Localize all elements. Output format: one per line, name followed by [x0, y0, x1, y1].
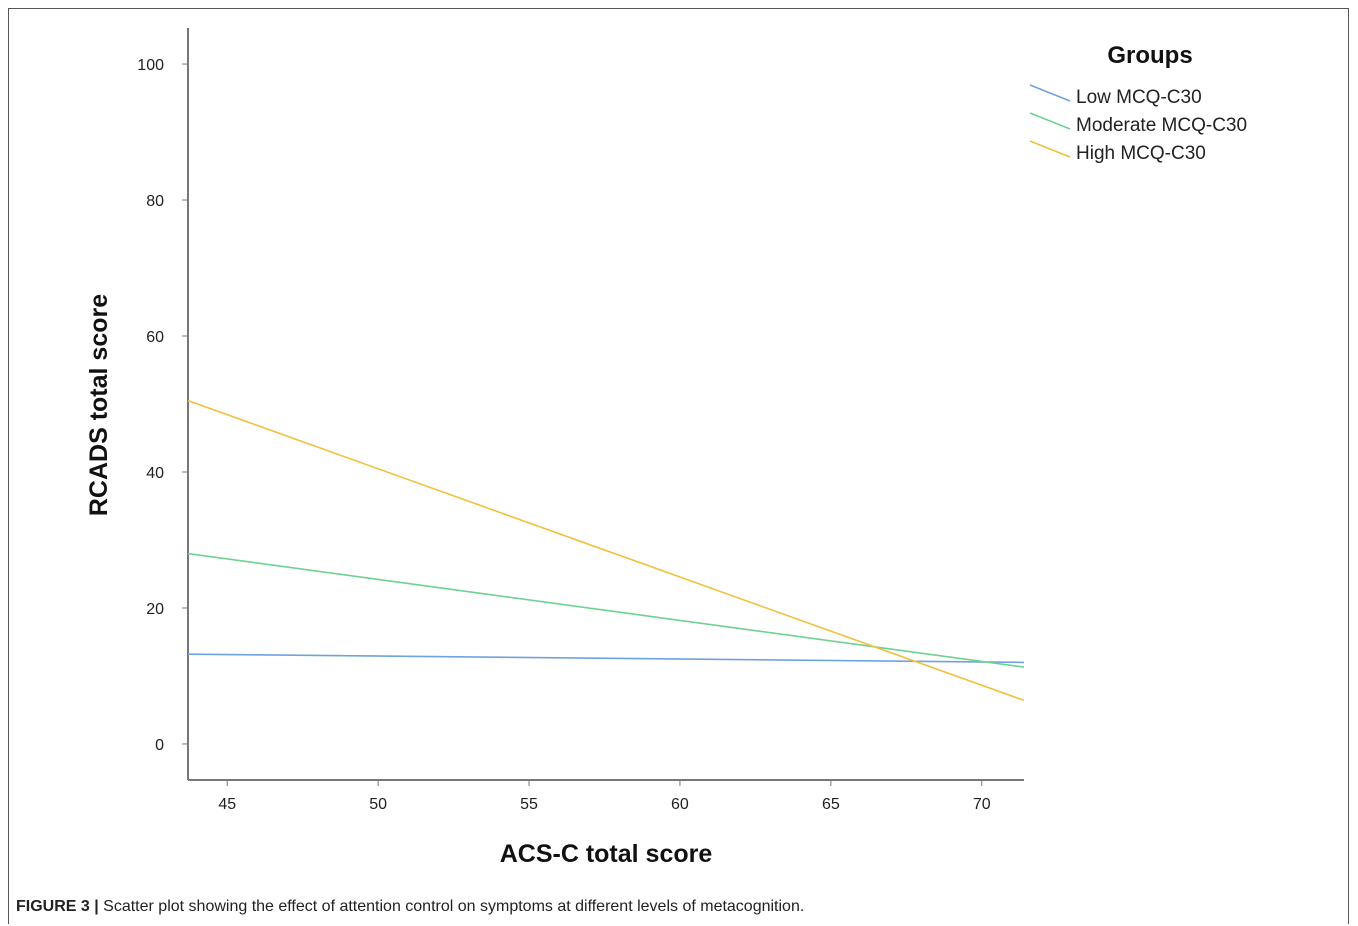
y-tick-label: 60 — [146, 329, 164, 346]
legend-label: Low MCQ-C30 — [1076, 87, 1202, 108]
legend-swatch — [1029, 112, 1071, 130]
x-tick-label: 60 — [671, 796, 689, 813]
legend-swatch — [1029, 140, 1071, 158]
series-line — [187, 399, 1025, 702]
x-tick-label: 55 — [520, 796, 538, 813]
legend-label: Moderate MCQ-C30 — [1076, 115, 1247, 136]
y-tick-label: 40 — [146, 465, 164, 482]
axes: 45 50 55 60 65 70 0 20 40 60 80 100 — [137, 28, 1024, 813]
y-tick-label: 0 — [155, 737, 164, 754]
y-axis-label: RCADS total score — [85, 294, 113, 516]
series-line — [187, 552, 1025, 668]
chart: 45 50 55 60 65 70 0 20 40 60 80 100 Groups Low MCQ-… — [85, 28, 1247, 868]
legend-title: Groups — [1107, 42, 1192, 69]
figure-frame — [8, 8, 1349, 924]
x-axis-label: ACS-C total score — [500, 840, 713, 868]
caption-label: FIGURE 3 | — [16, 898, 99, 915]
y-tick-label: 20 — [146, 601, 164, 618]
y-tick-label: 80 — [146, 193, 164, 210]
legend-label: High MCQ-C30 — [1076, 143, 1206, 164]
x-tick-label: 45 — [218, 796, 236, 813]
legend-swatch — [1029, 84, 1071, 102]
x-tick-label: 65 — [822, 796, 840, 813]
caption-text: Scatter plot showing the effect of atten… — [98, 898, 805, 915]
series-line — [187, 653, 1025, 664]
series-lines — [187, 399, 1025, 702]
y-tick-label: 100 — [137, 57, 164, 74]
x-tick-label: 70 — [973, 796, 991, 813]
figure-caption: FIGURE 3 | Scatter plot showing the effe… — [16, 898, 804, 916]
x-tick-label: 50 — [369, 796, 387, 813]
legend: Groups Low MCQ-C30 Moderate MCQ-C30 High M… — [1029, 42, 1247, 164]
